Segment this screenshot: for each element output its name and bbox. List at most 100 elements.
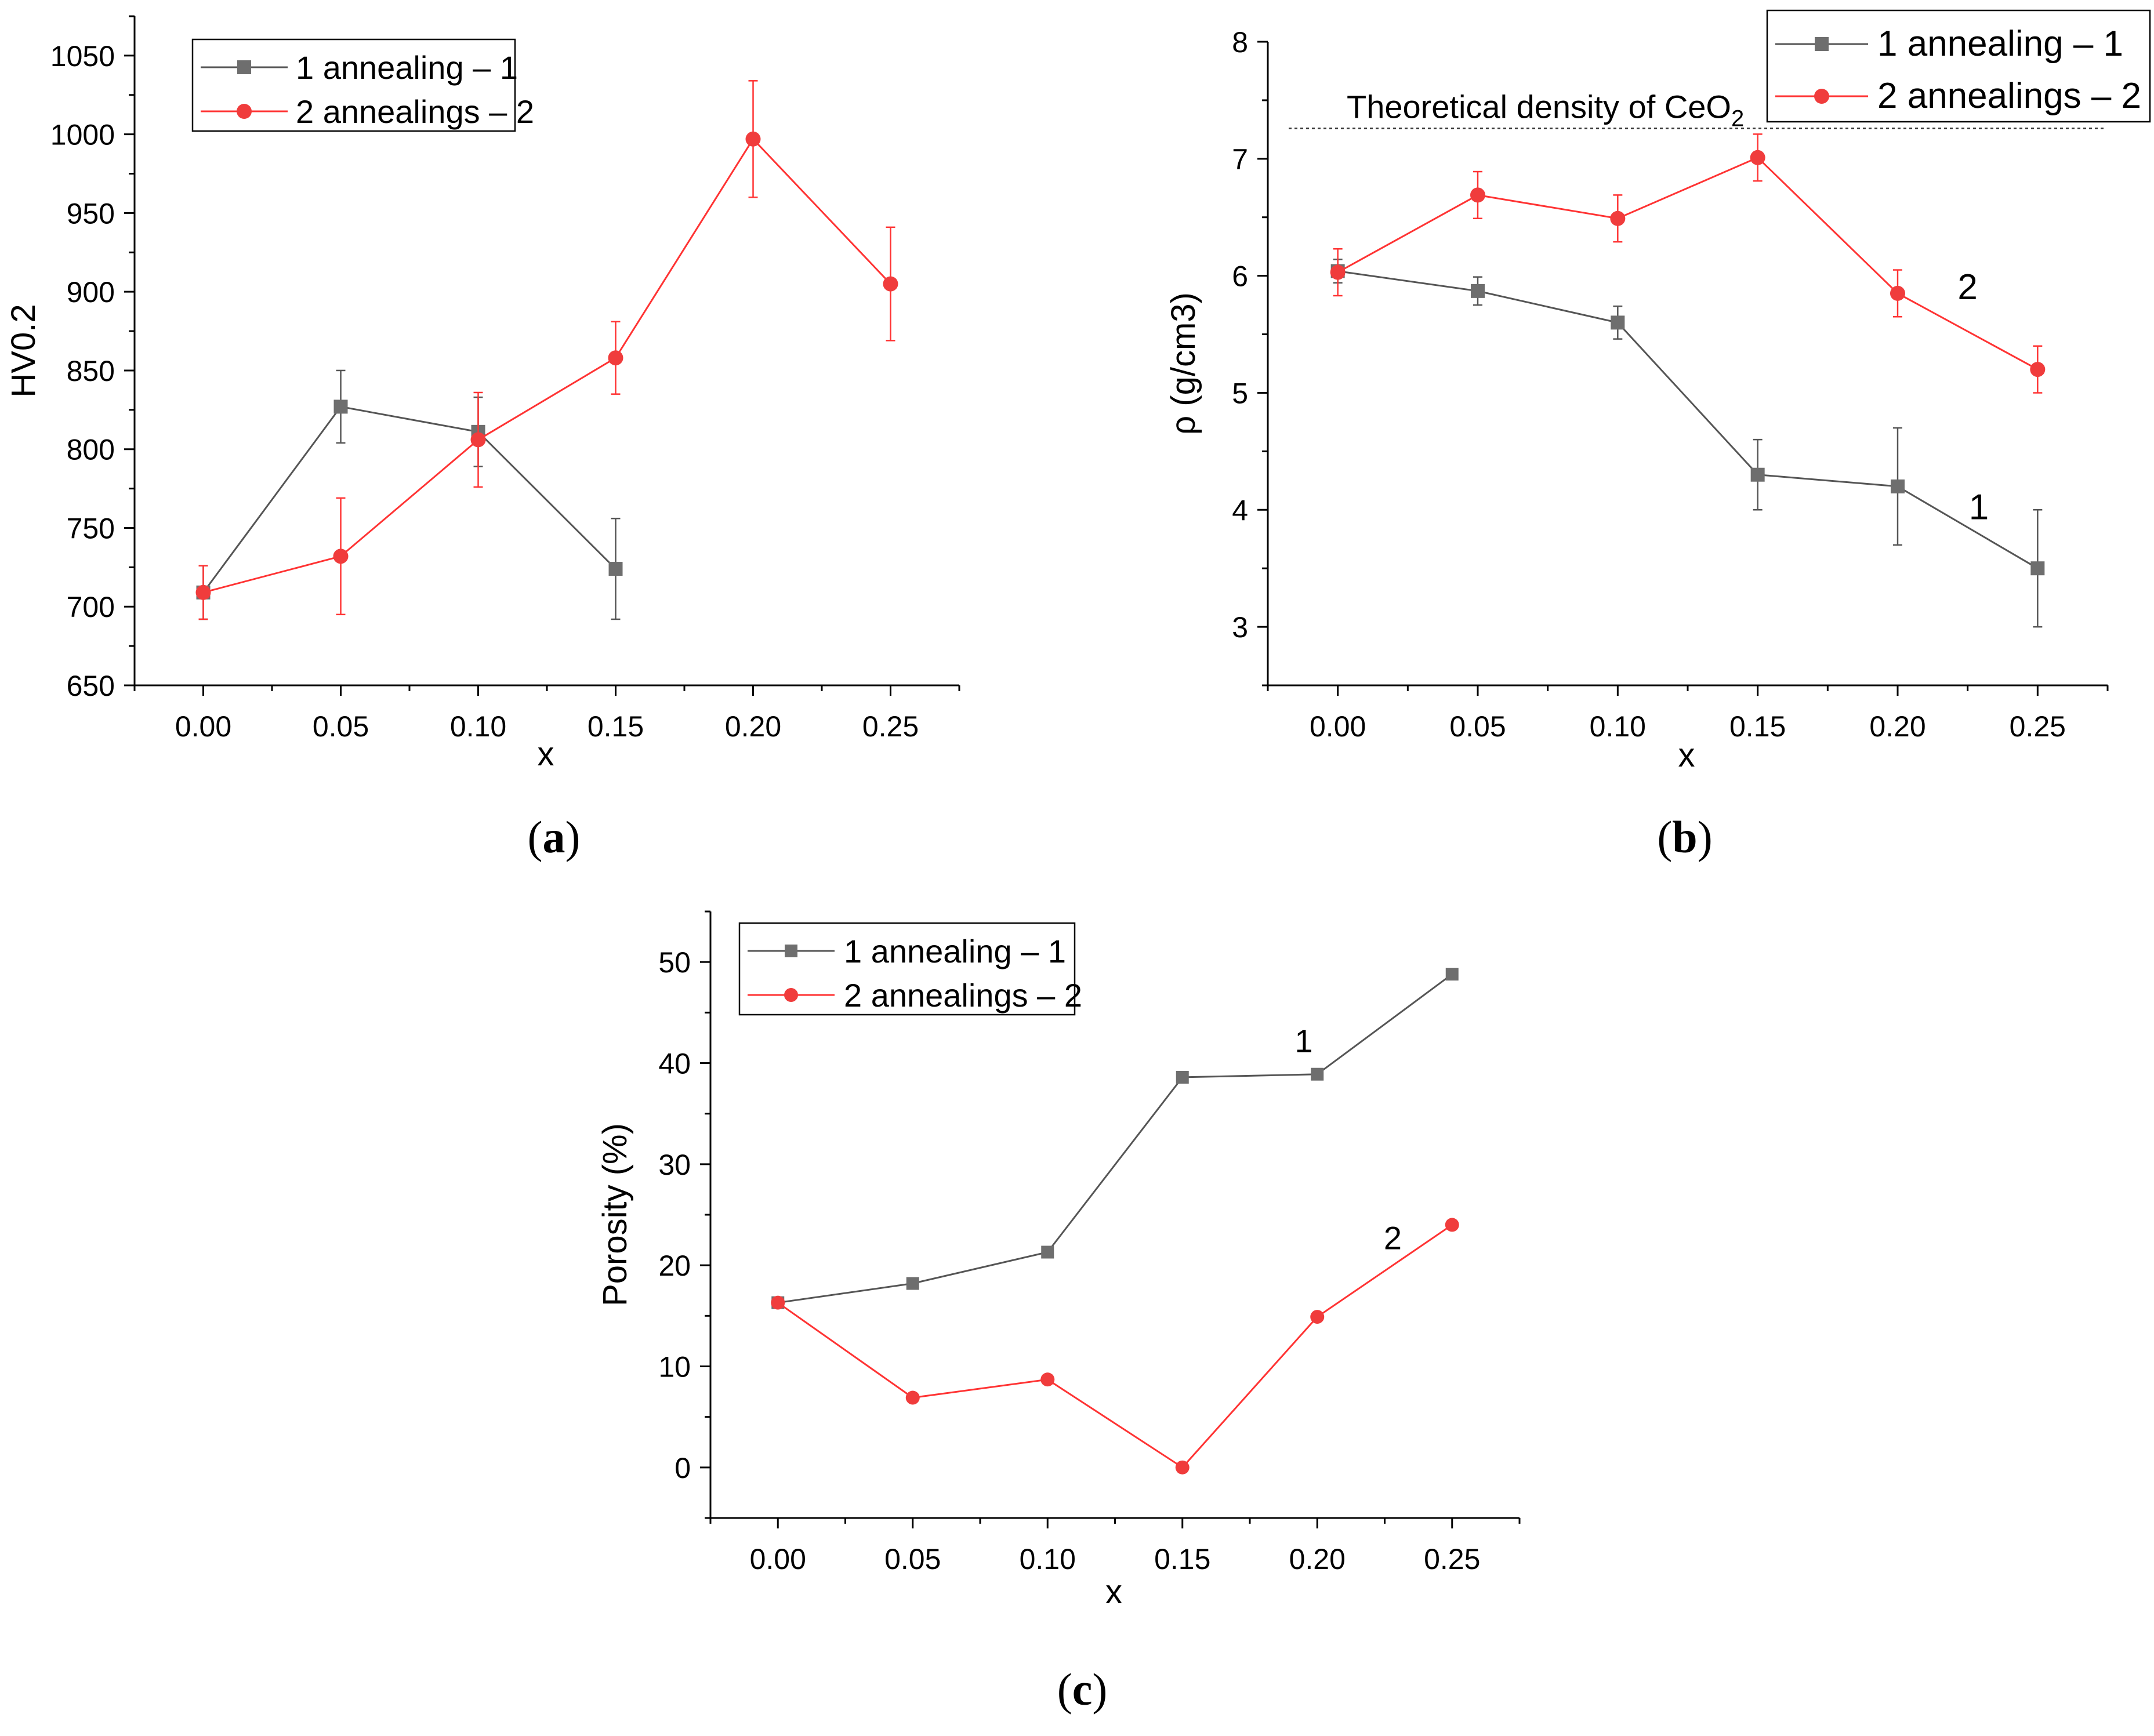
- y-tick-label: 30: [658, 1149, 691, 1181]
- series-1-square-marker: [1176, 1070, 1189, 1084]
- y-tick-label: 900: [67, 276, 115, 308]
- panel-c: 0.00 0.05 0.10 0.15 0.20 0.25 0 10 20 30 40 50 x Poro…: [596, 910, 1521, 1715]
- x-tick-label: 0.10: [1590, 710, 1646, 743]
- series-2-circle-marker: [1310, 1310, 1325, 1324]
- x-axis-title: x: [1678, 736, 1695, 774]
- legend-square-marker: [237, 60, 251, 74]
- y-tick-label: 3: [1232, 611, 1248, 644]
- series-2-circle-marker: [883, 276, 898, 292]
- legend-entry-1: 1 annealing – 1: [296, 49, 518, 86]
- series-1-line: [202, 405, 617, 593]
- y-tick-label: 1050: [50, 40, 115, 72]
- panel-label: (a): [528, 812, 581, 862]
- panel-label-close: ): [1092, 1664, 1107, 1715]
- legend-box: [1766, 9, 2151, 123]
- series-1-line: [778, 973, 1453, 1304]
- x-tick-label: 0.25: [862, 710, 919, 743]
- legend-entry-2: 2 annealings – 2: [296, 93, 534, 130]
- series-2-circle-marker: [1175, 1460, 1190, 1474]
- y-tick-label: 50: [658, 946, 691, 979]
- x-tick-label: 0.05: [313, 710, 369, 743]
- x-tick-label: 0.00: [175, 710, 231, 743]
- series-1-line: [1337, 270, 2039, 569]
- series-1-square-marker: [333, 400, 348, 414]
- y-tick-label: 950: [67, 197, 115, 230]
- series-1-square-marker: [608, 562, 623, 576]
- y-tick-label: 4: [1232, 494, 1248, 526]
- series-2-circle-marker: [1750, 150, 1765, 165]
- panel-label: (b): [1657, 812, 1712, 862]
- y-tick-label: 20: [658, 1250, 691, 1282]
- series-2-circle-marker: [1470, 187, 1485, 203]
- panel-a: 0.00 0.05 0.10 0.15 0.20 0.25 650 700 750 800 850 9…: [5, 15, 960, 862]
- y-tick-label: 5: [1232, 377, 1248, 409]
- legend-entry-1: 1 annealing – 1: [844, 933, 1066, 969]
- x-tick-label: 0.15: [1154, 1543, 1210, 1575]
- panel-b: 0.00 0.05 0.10 0.15 0.20 0.25 3 4 5 6 7 8 x ρ (g/cm3)…: [1165, 9, 2151, 862]
- x-tick-label: 0.05: [1449, 710, 1506, 743]
- x-axis-title: x: [1105, 1573, 1122, 1611]
- panel-label-open: (: [1057, 1664, 1072, 1715]
- y-tick-label: 0: [675, 1452, 691, 1484]
- panel-label-letter: a: [543, 812, 565, 862]
- y-tick-label: 800: [67, 434, 115, 466]
- theoretical-density-label-main: Theoretical density of CeO: [1347, 88, 1731, 125]
- panel-label-open: (: [1657, 812, 1672, 862]
- series-2-line: [203, 137, 891, 594]
- series-2-line: [1337, 157, 2039, 371]
- theoretical-density-label: Theoretical density of CeO2: [1347, 88, 1744, 131]
- y-tick-label: 7: [1232, 143, 1248, 176]
- series-1-square-marker: [906, 1277, 919, 1290]
- series-1-square-marker: [1611, 315, 1625, 330]
- legend-entry-1: 1 annealing – 1: [1877, 24, 2123, 64]
- x-tick-label: 0.20: [1869, 710, 1925, 743]
- x-tick-label: 0.20: [725, 710, 781, 743]
- series-2-circle-marker: [333, 549, 349, 564]
- series-2-circle-marker: [1445, 1218, 1459, 1232]
- series-1-square-marker: [1750, 467, 1765, 482]
- legend-entry-2: 2 annealings – 2: [844, 977, 1082, 1014]
- series-2-circle-marker: [1040, 1372, 1055, 1387]
- legend-entry-2: 2 annealings – 2: [1877, 76, 2141, 116]
- series-1-square-marker: [1311, 1067, 1324, 1081]
- panel-label-close: ): [565, 812, 581, 862]
- legend-square-marker: [785, 945, 797, 957]
- x-tick-label: 0.10: [450, 710, 506, 743]
- x-tick-label: 0.15: [588, 710, 644, 743]
- series-2-circle-marker: [905, 1390, 920, 1405]
- y-axis-title: Porosity (%): [596, 1123, 634, 1306]
- x-tick-label: 0.10: [1020, 1543, 1076, 1575]
- y-tick-label: 650: [67, 670, 115, 702]
- series-2-circle-marker: [2030, 362, 2046, 377]
- panel-label: (c): [1057, 1664, 1108, 1715]
- y-tick-label: 1000: [50, 119, 115, 151]
- panel-label-close: ): [1698, 812, 1713, 862]
- legend: 1 annealing – 1 2 annealings – 2: [191, 38, 534, 132]
- series-2-circle-marker: [1330, 264, 1346, 280]
- y-tick-label: 700: [67, 591, 115, 623]
- y-tick-label: 8: [1232, 26, 1248, 59]
- x-axis-title: x: [538, 735, 554, 773]
- panel-label-letter: b: [1672, 812, 1697, 862]
- series-2-circle-marker: [608, 350, 623, 366]
- curve-label-1: 1: [1969, 487, 1989, 527]
- legend: 1 annealing – 1 2 annealings – 2: [1766, 9, 2151, 123]
- curve-label-1: 1: [1294, 1022, 1312, 1059]
- y-tick-label: 40: [658, 1048, 691, 1080]
- theoretical-density-label-subscript: 2: [1731, 106, 1744, 131]
- legend: 1 annealing – 1 2 annealings – 2: [738, 922, 1082, 1016]
- x-tick-label: 0.00: [750, 1543, 806, 1575]
- x-tick-label: 0.15: [1729, 710, 1786, 743]
- x-tick-label: 0.25: [2010, 710, 2066, 743]
- series-2-circle-marker: [1890, 285, 1905, 301]
- series-2-circle-marker: [470, 432, 486, 448]
- series-1-square-marker: [1471, 284, 1485, 298]
- series-1-square-marker: [1041, 1245, 1054, 1259]
- y-tick-label: 6: [1232, 260, 1248, 293]
- series-2-circle-marker: [1610, 210, 1626, 226]
- x-tick-label: 0.00: [1310, 710, 1366, 743]
- series-2-circle-marker: [745, 131, 761, 147]
- legend-circle-marker: [784, 988, 798, 1002]
